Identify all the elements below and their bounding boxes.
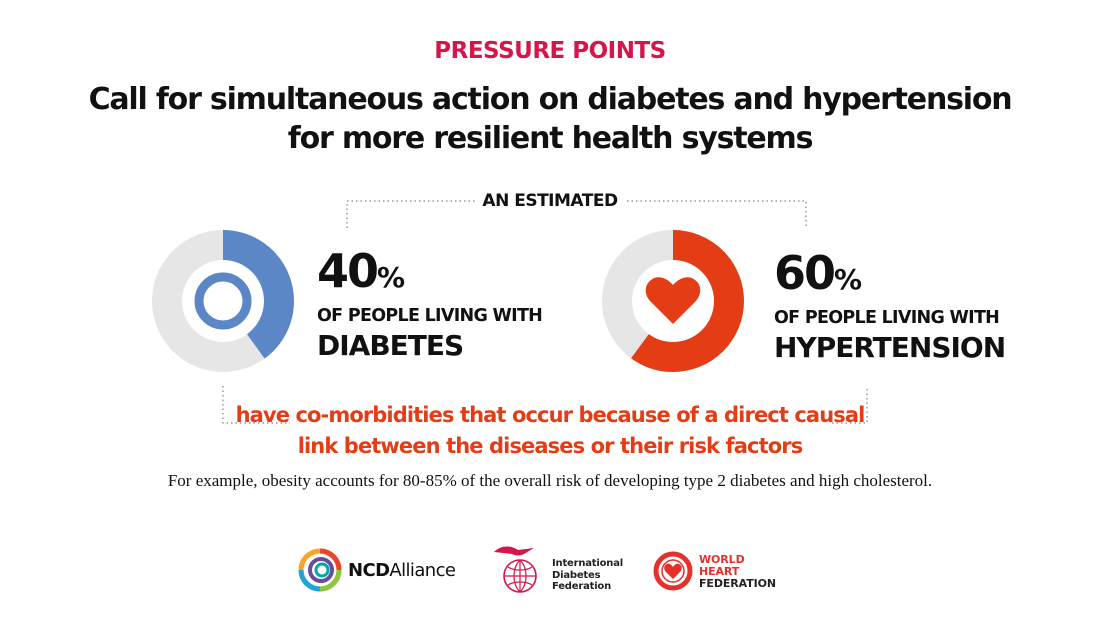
bottom-right-bracket [832, 386, 868, 424]
example-footnote: For example, obesity accounts for 80-85%… [167, 471, 933, 490]
hypertension-donut-fill [602, 230, 744, 372]
blue-circle-icon [194, 272, 252, 330]
diabetes-stat: 40% OF PEOPLE LIVING WITH DIABETES [317, 246, 543, 363]
ncd-alliance-wordmark: NCDAlliance [348, 560, 456, 581]
hypertension-percent-unit: % [834, 263, 863, 296]
diabetes-donut-fill [152, 230, 294, 372]
whf-line-3: FEDERATION [699, 577, 776, 590]
world-heart-federation-logo: WORLD HEART FEDERATION [652, 550, 792, 594]
kicker-heading: PRESSURE POINTS [434, 38, 666, 64]
diabetes-donut-chart [152, 230, 294, 372]
idf-logo: International Diabetes Federation [490, 540, 623, 596]
diabetes-label: DIABETES [317, 329, 464, 362]
ncd-wordmark-bold: NCD [348, 560, 390, 581]
estimated-label: AN ESTIMATED [482, 191, 618, 211]
title-line-1: Call for simultaneous action on diabetes… [88, 82, 1013, 117]
idf-line-3: Federation [552, 581, 612, 592]
whf-line-1: WORLD [699, 553, 745, 566]
page-title: Call for simultaneous action on diabetes… [0, 80, 1100, 158]
ncd-alliance-rings-icon [298, 548, 342, 592]
diabetes-percent: 40% [317, 246, 542, 303]
top-right-bracket [627, 200, 807, 228]
bottom-left-bracket [222, 386, 290, 424]
idf-globe-bird-icon [494, 546, 537, 593]
ncd-wordmark-rest: Alliance [389, 560, 456, 581]
whf-wordmark: WORLD HEART FEDERATION [699, 554, 776, 590]
hypertension-lead: OF PEOPLE LIVING WITH [774, 308, 1000, 328]
whf-line-2: HEART [699, 565, 740, 578]
comorbidity-line-2: link between the diseases or their risk … [297, 434, 804, 458]
heart-icon [645, 277, 701, 324]
top-left-bracket [346, 200, 475, 228]
diabetes-percent-unit: % [377, 261, 406, 294]
idf-wordmark: International Diabetes Federation [552, 558, 623, 593]
comorbidity-line-1: have co-morbidities that occur because o… [235, 403, 866, 427]
idf-line-2: Diabetes [552, 569, 601, 581]
hypertension-percent-number: 60 [774, 246, 836, 300]
hypertension-donut-chart [602, 230, 744, 372]
idf-line-1: International [552, 558, 623, 569]
comorbidity-statement: have co-morbidities that occur because o… [0, 400, 1100, 462]
title-line-2: for more resilient health systems [287, 121, 814, 156]
hypertension-percent: 60% [774, 248, 1005, 305]
diabetes-percent-number: 40 [317, 244, 379, 298]
diabetes-lead: OF PEOPLE LIVING WITH [317, 306, 543, 326]
hypertension-stat: 60% OF PEOPLE LIVING WITH HYPERTENSION [774, 248, 1006, 365]
whf-heart-ring-icon [653, 551, 693, 591]
hypertension-label: HYPERTENSION [774, 331, 1006, 364]
ncd-alliance-logo: NCDAlliance [296, 546, 466, 594]
